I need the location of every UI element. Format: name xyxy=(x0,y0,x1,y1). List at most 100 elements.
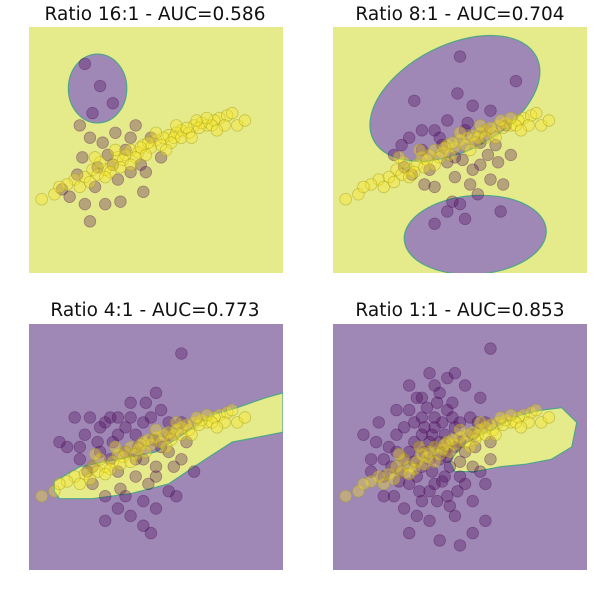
majority-point xyxy=(106,97,120,110)
majority-point xyxy=(453,50,467,63)
minority-point xyxy=(238,411,252,424)
majority-point xyxy=(428,124,441,137)
minority-point xyxy=(428,440,441,454)
minority-point xyxy=(78,170,92,184)
minority-point xyxy=(180,418,193,432)
majority-point xyxy=(453,197,467,211)
minority-point xyxy=(116,153,130,167)
majority-point xyxy=(428,379,441,392)
minority-point xyxy=(428,158,441,171)
majority-point xyxy=(438,428,451,441)
minority-point xyxy=(157,428,170,441)
minority-point xyxy=(509,119,523,132)
majority-point xyxy=(415,411,429,424)
majority-point xyxy=(484,104,497,117)
minority-point xyxy=(106,455,120,468)
majority-point xyxy=(423,485,436,498)
minority-point xyxy=(53,180,66,194)
minority-point xyxy=(165,136,178,149)
majority-point xyxy=(451,485,464,498)
minority-point xyxy=(484,121,497,135)
minority-point xyxy=(458,435,472,449)
majority-point xyxy=(428,411,441,424)
majority-point xyxy=(463,178,477,191)
plot-area xyxy=(333,27,587,273)
majority-point xyxy=(167,460,180,473)
minority-point xyxy=(395,465,408,478)
majority-point xyxy=(154,403,168,417)
minority-point xyxy=(461,131,474,144)
majority-point xyxy=(111,428,125,441)
minority-point xyxy=(159,143,173,157)
majority-point xyxy=(433,386,446,400)
majority-point xyxy=(415,428,429,441)
majority-point xyxy=(109,126,122,139)
minority-point xyxy=(504,408,518,422)
majority-point xyxy=(474,391,487,405)
majority-point xyxy=(423,435,436,449)
minority-decision-region xyxy=(53,392,283,500)
majority-point xyxy=(60,440,74,454)
majority-point xyxy=(402,526,416,540)
minority-point xyxy=(231,119,244,132)
minority-point xyxy=(535,416,548,429)
majority-point xyxy=(137,185,150,199)
minority-point xyxy=(418,458,431,471)
minority-point xyxy=(109,440,122,454)
majority-point xyxy=(433,534,446,547)
majority-point xyxy=(402,445,416,459)
minority-point xyxy=(408,462,421,476)
minority-point xyxy=(438,141,451,154)
majority-point xyxy=(124,165,137,179)
majority-point xyxy=(474,158,487,171)
majority-point xyxy=(129,428,142,441)
majority-decision-region xyxy=(403,194,547,273)
minority-point xyxy=(542,411,556,424)
majority-point xyxy=(471,188,484,201)
minority-point xyxy=(420,450,434,464)
minority-point xyxy=(129,151,142,164)
minority-point xyxy=(469,433,482,446)
majority-point xyxy=(137,453,150,466)
majority-point xyxy=(73,119,87,132)
majority-point xyxy=(98,197,112,211)
majority-point xyxy=(458,477,472,491)
majority-point xyxy=(479,477,492,491)
minority-point xyxy=(496,418,510,432)
majority-point xyxy=(474,465,487,478)
majority-point xyxy=(390,403,403,417)
minority-point xyxy=(474,416,487,429)
minority-point xyxy=(392,151,406,164)
minority-point xyxy=(494,411,507,424)
majority-point xyxy=(395,138,408,152)
majority-decision-region xyxy=(67,53,128,124)
minority-point xyxy=(453,126,467,139)
minority-point xyxy=(377,180,391,194)
minority-point xyxy=(474,119,487,132)
majority-point xyxy=(448,509,462,523)
majority-point xyxy=(139,396,153,409)
minority-point xyxy=(180,121,193,135)
minority-point xyxy=(496,121,510,135)
minority-point xyxy=(83,175,97,189)
majority-point xyxy=(124,509,137,523)
minority-point xyxy=(514,421,528,434)
minority-point xyxy=(78,467,92,481)
majority-point xyxy=(364,453,378,466)
majority-point xyxy=(410,509,424,523)
minority-point xyxy=(372,173,385,186)
minority-point xyxy=(170,416,183,429)
minority-point xyxy=(484,418,497,432)
minority-point xyxy=(134,141,147,154)
majority-point xyxy=(420,401,434,414)
minority-point xyxy=(225,106,239,120)
majority-point xyxy=(494,205,507,218)
minority-point xyxy=(395,168,408,181)
majority-point xyxy=(418,421,431,434)
majority-point xyxy=(466,99,479,112)
majority-point xyxy=(76,151,89,164)
majority-point xyxy=(441,156,454,169)
minority-point xyxy=(357,180,370,194)
minority-point xyxy=(88,448,102,461)
majority-point xyxy=(413,485,426,498)
